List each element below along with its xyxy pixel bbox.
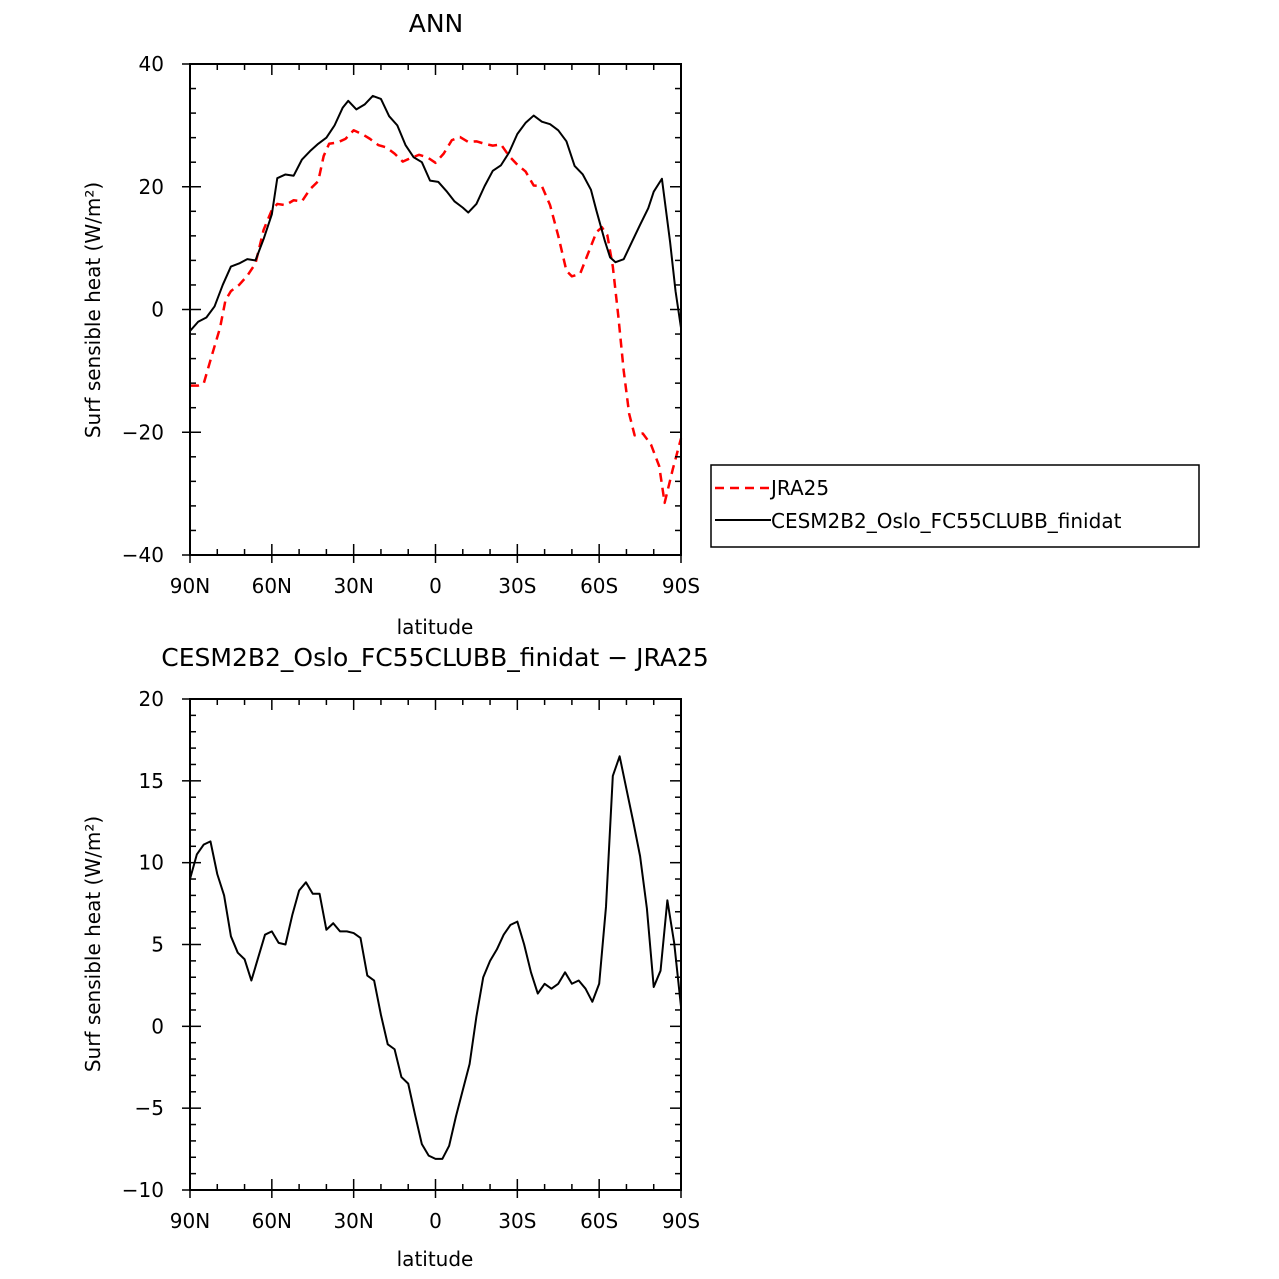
top-chart: ANN 90N 60N 30N 0 30S 60S 90S 40 20 0 −20 −40 latit… — [81, 9, 1200, 639]
bottom-chart-x-tick-label: 30S — [498, 1209, 536, 1233]
bottom-chart-ticks: 90N 60N 30N 0 30S 60S 90S 20 15 10 5 0 −5 −10 — [122, 687, 700, 1233]
bottom-chart-y-tick-label: −10 — [122, 1178, 164, 1202]
top-chart-y-tick-label: 20 — [139, 175, 164, 199]
bottom-chart-y-tick-label: 10 — [139, 851, 164, 875]
top-chart-y-tick-label: −40 — [122, 543, 164, 567]
bottom-chart-x-tick-label: 90S — [662, 1209, 700, 1233]
top-chart-frame — [189, 63, 682, 556]
top-chart-x-tick-label: 90S — [662, 574, 700, 598]
legend-box — [710, 464, 1200, 548]
bottom-chart-title: CESM2B2_Oslo_FC55CLUBB_finidat − JRA25 — [161, 643, 709, 672]
top-chart-y-tick-label: 0 — [151, 298, 164, 322]
bottom-chart-y-tick-label: 0 — [151, 1014, 164, 1038]
top-chart-x-tick-label: 30S — [498, 574, 536, 598]
bottom-chart-x-tick-label: 60S — [580, 1209, 618, 1233]
legend: JRA25 CESM2B2_Oslo_FC55CLUBB_finidat — [710, 464, 1200, 548]
top-chart-series-line-0 — [190, 129, 683, 505]
top-chart-x-tick-label: 0 — [429, 574, 442, 598]
top-chart-xlabel: latitude — [397, 615, 474, 639]
top-chart-y-tick-label: 40 — [139, 52, 164, 76]
bottom-chart-series-layer — [189, 755, 682, 1160]
bottom-chart: CESM2B2_Oslo_FC55CLUBB_finidat − JRA25 9… — [81, 643, 709, 1271]
top-chart-x-tick-label: 60N — [252, 574, 292, 598]
bottom-chart-y-tick-label: 20 — [139, 687, 164, 711]
top-chart-y-tick-label: −20 — [122, 420, 164, 444]
legend-label-cesm: CESM2B2_Oslo_FC55CLUBB_finidat — [771, 509, 1122, 533]
bottom-chart-xlabel: latitude — [397, 1247, 474, 1271]
top-chart-ylabel: Surf sensible heat (W/m²) — [81, 182, 105, 438]
top-chart-ticks: 90N 60N 30N 0 30S 60S 90S 40 20 0 −20 −40 — [122, 52, 700, 598]
bottom-chart-series-line-0 — [189, 755, 682, 1160]
bottom-chart-y-tick-label: −5 — [135, 1096, 164, 1120]
top-chart-x-tick-label: 60S — [580, 574, 618, 598]
legend-label-jra25: JRA25 — [769, 476, 829, 500]
top-chart-series-line-1 — [189, 94, 682, 332]
top-chart-x-tick-label: 90N — [170, 574, 210, 598]
top-chart-x-tick-label: 30N — [333, 574, 373, 598]
bottom-chart-frame — [189, 698, 682, 1191]
bottom-chart-x-tick-label: 0 — [429, 1209, 442, 1233]
bottom-chart-x-tick-label: 90N — [170, 1209, 210, 1233]
bottom-chart-y-tick-label: 5 — [151, 933, 164, 957]
bottom-chart-y-tick-label: 15 — [139, 769, 164, 793]
bottom-chart-x-tick-label: 30N — [333, 1209, 373, 1233]
top-chart-series-layer — [189, 94, 683, 505]
top-chart-title: ANN — [409, 9, 464, 38]
bottom-chart-x-tick-label: 60N — [252, 1209, 292, 1233]
bottom-chart-ylabel: Surf sensible heat (W/m²) — [81, 816, 105, 1072]
